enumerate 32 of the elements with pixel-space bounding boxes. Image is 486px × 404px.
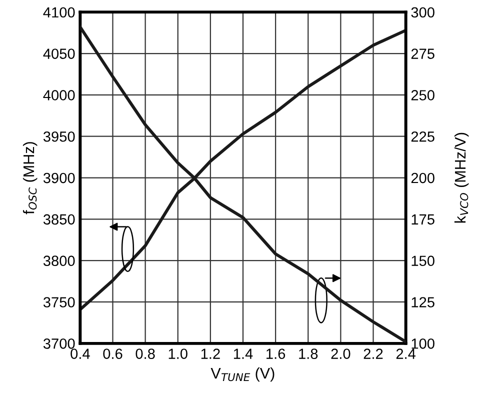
- y2-axis-title: k$_{VCO}$ (MHz/V): [454, 132, 469, 223]
- y-tick-label: 4100: [43, 7, 75, 18]
- x-tick-label: 2.4: [396, 348, 416, 359]
- y2-tick-label: 100: [412, 338, 434, 349]
- x-tick-label: 0.8: [136, 348, 155, 359]
- y-tick-label: 3800: [43, 256, 75, 266]
- y-tick-label: 3750: [43, 297, 75, 308]
- x-tick-label: 1.4: [234, 348, 253, 359]
- y-tick-label: 3950: [43, 131, 75, 142]
- y2-tick-label: 225: [411, 131, 434, 142]
- y2-tick-label: 300: [411, 7, 434, 18]
- x-tick-label: 1.6: [266, 348, 286, 359]
- x-tick-label: 1.2: [201, 348, 220, 359]
- y2-tick-label: 275: [411, 48, 434, 59]
- y2-tick-label: 125: [412, 297, 434, 308]
- y2-tick-label: 250: [411, 90, 434, 100]
- y-tick-label: 3850: [43, 214, 75, 225]
- x-axis-title: V$_{TUNE}$ (V): [210, 367, 274, 382]
- x-tick-label: 2.0: [331, 348, 350, 359]
- y-tick-label: 3900: [43, 172, 75, 184]
- y2-tick-label: 150: [412, 256, 434, 266]
- y-axis-title: f$_{OSC}$ (MHz): [22, 142, 38, 214]
- x-tick-label: 0.4: [70, 348, 90, 359]
- y-tick-label: 3700: [43, 338, 75, 349]
- x-tick-label: 0.6: [103, 348, 122, 359]
- y2-tick-label: 175: [412, 214, 434, 225]
- x-tick-label: 1.0: [168, 348, 188, 359]
- y-tick-label: 4050: [43, 48, 75, 59]
- y-tick-label: 4000: [43, 90, 75, 100]
- y2-tick-label: 200: [411, 172, 434, 184]
- x-tick-label: 1.8: [299, 348, 318, 359]
- x-tick-label: 2.2: [364, 348, 383, 359]
